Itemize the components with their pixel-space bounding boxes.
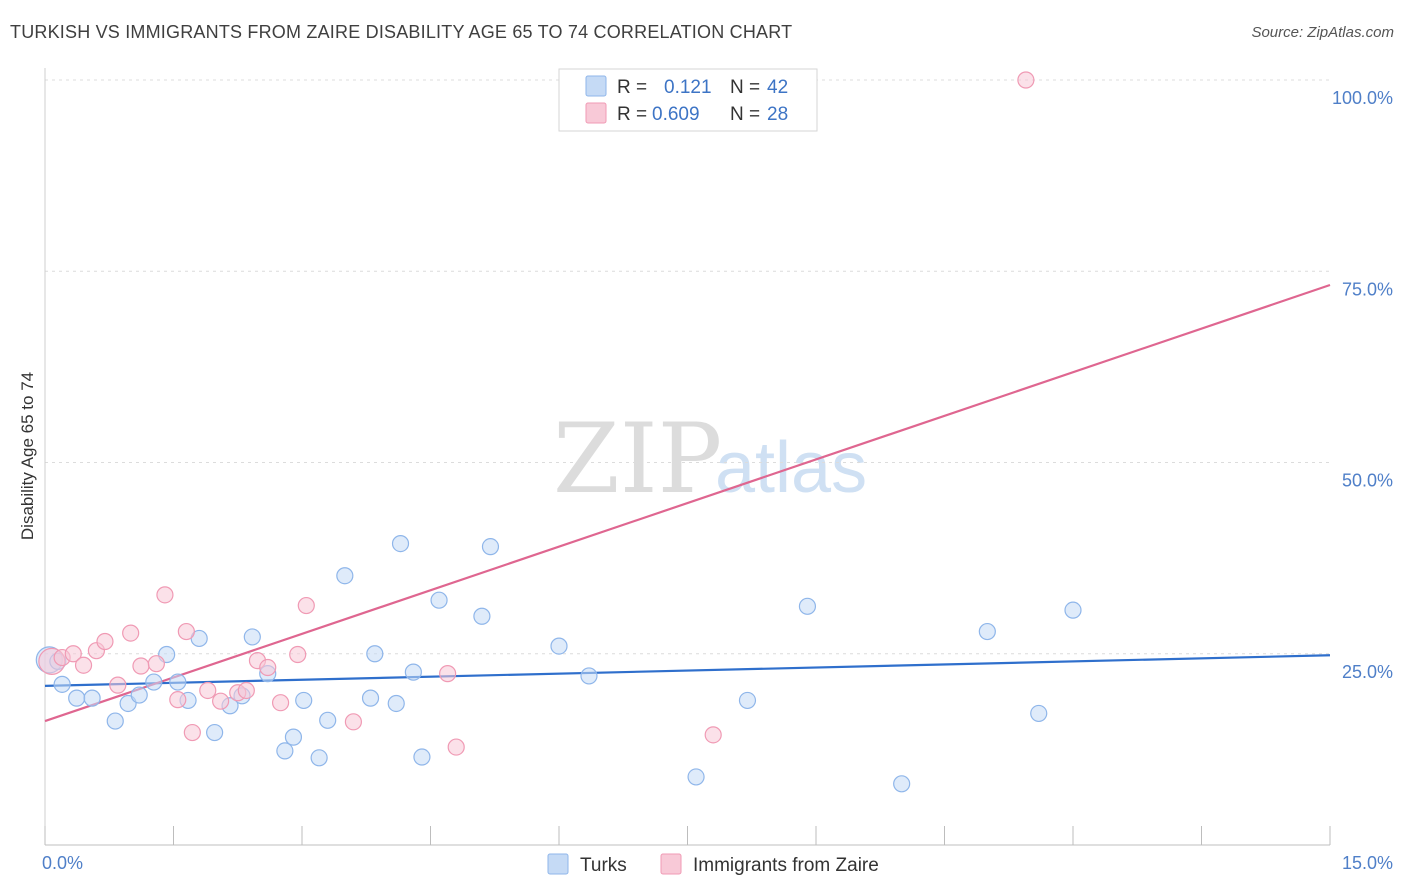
turks-point-12 xyxy=(206,723,224,742)
zaire-point-8 xyxy=(132,657,150,675)
zaire-point-23 xyxy=(344,713,362,731)
turks-point-18 xyxy=(284,728,303,746)
source-credit: Source: ZipAtlas.com xyxy=(1251,24,1394,41)
watermark-zip: ZIP xyxy=(553,403,722,515)
zaire-point-22 xyxy=(297,596,315,615)
bottom-legend: Turks Immigrants from Zaire xyxy=(547,853,879,876)
turks-point-33 xyxy=(580,667,598,685)
grid-lines xyxy=(45,79,1330,655)
turks-point-32 xyxy=(550,637,568,655)
turks-point-31 xyxy=(481,538,500,556)
legend-n-label-zaire: N = xyxy=(730,104,760,125)
data-points xyxy=(35,71,1082,793)
zaire-point-7 xyxy=(122,624,140,642)
turks-point-21 xyxy=(319,711,337,729)
turks-point-29 xyxy=(430,591,448,609)
legend-n-value-turks: 42 xyxy=(767,77,788,98)
zaire-point-15 xyxy=(212,692,230,710)
y-tick-label-75: 75.0% xyxy=(1342,279,1393,299)
y-tick-label-100: 100.0% xyxy=(1332,88,1393,108)
legend-r-value-turks: 0.121 xyxy=(664,77,712,98)
turks-point-6 xyxy=(130,686,148,704)
turks-point-39 xyxy=(1030,704,1048,723)
chart-title: TURKISH VS IMMIGRANTS FROM ZAIRE DISABIL… xyxy=(10,22,793,42)
bottom-legend-swatch-zaire xyxy=(660,853,682,875)
turks-point-15 xyxy=(243,628,261,646)
bottom-legend-swatch-turks xyxy=(547,853,569,875)
turks-point-17 xyxy=(276,742,294,760)
legend-r-label-zaire: R = xyxy=(617,104,647,125)
legend-n-value-zaire: 28 xyxy=(767,104,788,125)
zaire-point-6 xyxy=(109,676,127,694)
trend-lines xyxy=(44,283,1331,723)
turks-point-19 xyxy=(295,691,313,710)
zaire-point-13 xyxy=(183,723,201,742)
bottom-legend-label-zaire: Immigrants from Zaire xyxy=(693,855,879,876)
zaire-point-20 xyxy=(271,694,290,712)
turks-point-36 xyxy=(798,597,817,615)
turks-point-24 xyxy=(366,645,384,663)
turks-point-35 xyxy=(738,691,757,710)
turks-point-34 xyxy=(687,768,705,786)
zaire-point-11 xyxy=(169,691,187,709)
zaire-point-9 xyxy=(147,655,165,673)
zaire-point-14 xyxy=(199,681,217,700)
zaire-point-24 xyxy=(439,665,457,683)
turks-point-9 xyxy=(169,673,187,691)
turks-point-26 xyxy=(391,534,410,553)
zaire-point-27 xyxy=(1017,71,1035,89)
turks-point-27 xyxy=(404,663,422,681)
legend-r-label-turks: R = xyxy=(617,77,647,98)
y-tick-labels: 25.0% 50.0% 75.0% 100.0% xyxy=(1332,88,1393,682)
turks-point-7 xyxy=(145,673,163,691)
x-tick-label-min: 0.0% xyxy=(42,853,83,873)
zaire-point-26 xyxy=(704,726,722,744)
turks-point-25 xyxy=(387,694,405,713)
zaire-point-21 xyxy=(289,645,307,664)
x-tick-label-max: 15.0% xyxy=(1342,853,1393,873)
zaire-point-19 xyxy=(259,658,277,677)
turks-point-4 xyxy=(106,712,124,730)
turks-point-37 xyxy=(893,775,911,793)
zaire-trend-line xyxy=(44,283,1331,723)
zaire-point-5 xyxy=(96,632,114,651)
turks-trend-line xyxy=(44,654,1331,687)
zaire-point-12 xyxy=(177,622,195,641)
turks-point-30 xyxy=(473,607,491,625)
turks-point-20 xyxy=(310,749,328,767)
turks-point-28 xyxy=(413,748,431,766)
turks-point-38 xyxy=(978,622,996,641)
zaire-point-10 xyxy=(156,586,174,604)
x-ticks xyxy=(44,826,1331,845)
legend-swatch-turks xyxy=(585,75,607,97)
legend-swatch-zaire xyxy=(585,102,607,124)
zaire-point-17 xyxy=(237,681,255,700)
y-axis-title: Disability Age 65 to 74 xyxy=(18,372,37,540)
turks-point-1 xyxy=(53,675,71,693)
y-tick-label-25: 25.0% xyxy=(1342,662,1393,682)
y-tick-label-50: 50.0% xyxy=(1342,471,1393,491)
turks-point-22 xyxy=(336,567,354,585)
zaire-point-2 xyxy=(64,645,82,663)
turks-point-40 xyxy=(1064,601,1082,619)
turks-point-3 xyxy=(83,689,101,707)
zaire-point-3 xyxy=(74,656,93,674)
bottom-legend-label-turks: Turks xyxy=(580,855,627,876)
legend-n-label-turks: N = xyxy=(730,77,760,98)
turks-point-23 xyxy=(361,689,380,707)
legend: R = 0.121 N = 42 R = 0.609 N = 28 xyxy=(558,68,818,132)
turks-point-2 xyxy=(68,689,86,707)
legend-r-value-zaire: 0.609 xyxy=(652,104,700,125)
zaire-point-25 xyxy=(447,738,465,756)
